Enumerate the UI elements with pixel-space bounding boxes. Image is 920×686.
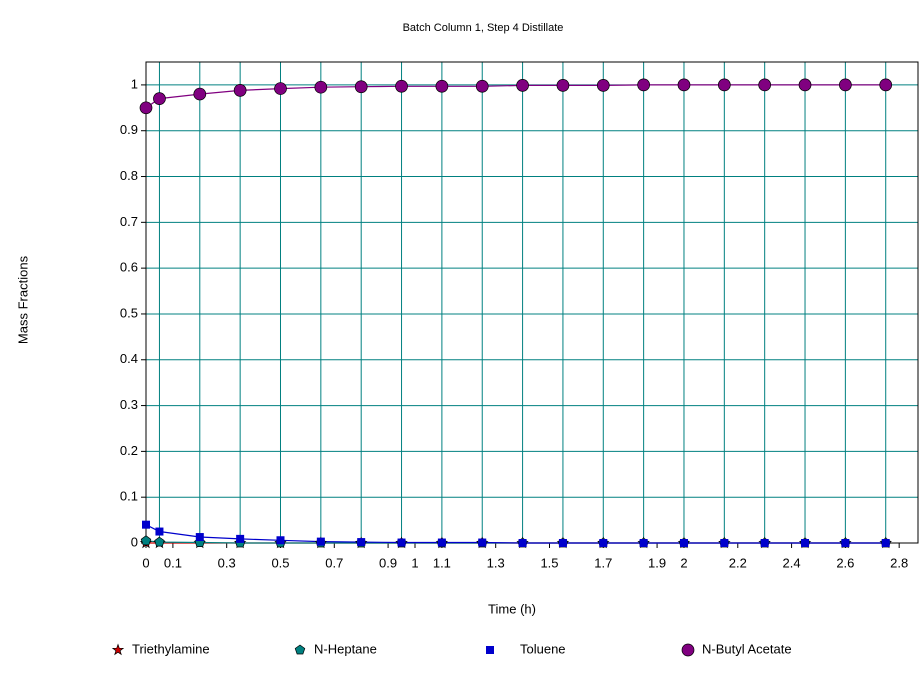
data-point xyxy=(637,78,650,92)
y-tick-label: 0.1 xyxy=(120,489,138,504)
data-point xyxy=(518,539,527,547)
data-point xyxy=(395,79,408,93)
data-point xyxy=(839,78,852,92)
y-tick-label: 0.3 xyxy=(120,397,138,412)
legend-marker xyxy=(294,644,306,655)
data-point xyxy=(599,539,608,547)
data-point xyxy=(881,539,890,547)
data-point xyxy=(140,535,152,546)
data-point xyxy=(435,79,449,93)
data-point xyxy=(478,538,487,547)
data-point xyxy=(314,80,328,94)
y-tick-label: 0.7 xyxy=(120,214,138,229)
data-point xyxy=(154,536,165,547)
x-tick-label: 0.3 xyxy=(218,555,236,570)
data-point xyxy=(236,534,245,543)
x-tick-label: 0 xyxy=(142,555,149,570)
x-tick-label: 0.9 xyxy=(379,555,397,570)
y-tick-label: 0.5 xyxy=(120,305,138,320)
legend-marker xyxy=(681,643,695,657)
x-tick-label: 2.4 xyxy=(783,555,801,570)
x-tick-label: 1.3 xyxy=(487,555,505,570)
data-point xyxy=(760,539,769,547)
data-point xyxy=(677,78,691,92)
y-tick-label: 0.6 xyxy=(120,260,138,275)
data-point xyxy=(639,539,648,547)
x-tick-label: 1.7 xyxy=(594,555,612,570)
series-line xyxy=(145,84,886,109)
data-point xyxy=(195,533,204,542)
y-tick-label: 0.4 xyxy=(120,351,138,366)
legend-label: N-Butyl Acetate xyxy=(702,641,792,656)
data-point xyxy=(397,538,406,547)
y-tick-label: 1 xyxy=(131,76,138,91)
chart-title: Batch Column 1, Step 4 Distillate xyxy=(403,22,564,34)
data-point xyxy=(720,539,729,547)
data-point xyxy=(841,539,850,547)
x-tick-label: 1.9 xyxy=(648,555,666,570)
x-tick-label: 2.6 xyxy=(836,555,854,570)
x-tick-label: 0.7 xyxy=(325,555,343,570)
y-tick-label: 0.9 xyxy=(120,122,138,137)
x-axis-label: Time (h) xyxy=(488,601,536,616)
x-tick-label: 0.5 xyxy=(271,555,289,570)
legend-label: N-Heptane xyxy=(314,641,377,656)
data-point xyxy=(139,101,153,115)
legend-marker xyxy=(486,646,494,654)
legend-marker xyxy=(111,643,125,656)
data-point xyxy=(679,539,688,547)
data-point xyxy=(879,78,893,92)
data-point xyxy=(596,79,610,92)
data-point xyxy=(233,84,247,97)
x-tick-label: 1.1 xyxy=(433,555,451,570)
x-tick-label: 2 xyxy=(680,555,687,570)
y-axis-label: Mass Fractions xyxy=(15,255,30,344)
data-point xyxy=(717,78,731,92)
data-point xyxy=(274,82,287,95)
x-tick-label: 2.2 xyxy=(729,555,747,570)
data-point xyxy=(153,92,166,105)
data-point xyxy=(357,538,366,547)
data-point xyxy=(316,537,325,546)
data-point xyxy=(475,79,489,93)
series-line xyxy=(145,524,886,544)
data-point xyxy=(354,80,368,94)
data-point xyxy=(276,536,285,545)
data-point xyxy=(516,79,529,92)
legend-label: Toluene xyxy=(520,641,566,656)
data-point xyxy=(556,79,570,92)
x-tick-label: 2.8 xyxy=(890,555,908,570)
x-tick-label: 1.5 xyxy=(540,555,558,570)
y-tick-label: 0 xyxy=(131,534,138,549)
data-point xyxy=(798,78,812,92)
data-point xyxy=(142,520,150,529)
x-tick-label: 1 xyxy=(411,555,418,570)
plot-area xyxy=(146,62,918,543)
x-tick-label: 0.1 xyxy=(164,555,182,570)
legend-label: Triethylamine xyxy=(132,641,210,656)
y-tick-label: 0.2 xyxy=(120,443,138,458)
y-tick-label: 0.8 xyxy=(120,168,138,183)
data-point xyxy=(437,538,446,547)
data-point xyxy=(193,87,207,101)
data-point xyxy=(558,539,567,547)
data-point xyxy=(155,527,164,536)
data-point xyxy=(801,539,810,547)
data-point xyxy=(758,78,772,92)
